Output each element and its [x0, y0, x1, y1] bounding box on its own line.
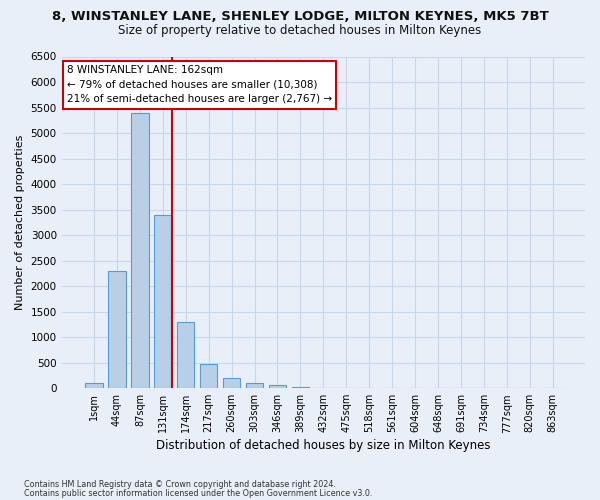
Bar [292, 386, 309, 388]
Text: Contains HM Land Registry data © Crown copyright and database right 2024.: Contains HM Land Registry data © Crown c… [24, 480, 336, 489]
Bar [246, 383, 263, 388]
Bar [154, 214, 172, 388]
Bar [223, 378, 240, 388]
X-axis label: Distribution of detached houses by size in Milton Keynes: Distribution of detached houses by size … [156, 440, 491, 452]
Text: Size of property relative to detached houses in Milton Keynes: Size of property relative to detached ho… [118, 24, 482, 37]
Bar [85, 383, 103, 388]
Text: Contains public sector information licensed under the Open Government Licence v3: Contains public sector information licen… [24, 488, 373, 498]
Text: 8, WINSTANLEY LANE, SHENLEY LODGE, MILTON KEYNES, MK5 7BT: 8, WINSTANLEY LANE, SHENLEY LODGE, MILTO… [52, 10, 548, 23]
Bar [269, 384, 286, 388]
Y-axis label: Number of detached properties: Number of detached properties [15, 134, 25, 310]
Bar [177, 322, 194, 388]
Bar [109, 271, 125, 388]
Text: 8 WINSTANLEY LANE: 162sqm
← 79% of detached houses are smaller (10,308)
21% of s: 8 WINSTANLEY LANE: 162sqm ← 79% of detac… [67, 65, 332, 104]
Bar [200, 364, 217, 388]
Bar [131, 112, 149, 388]
